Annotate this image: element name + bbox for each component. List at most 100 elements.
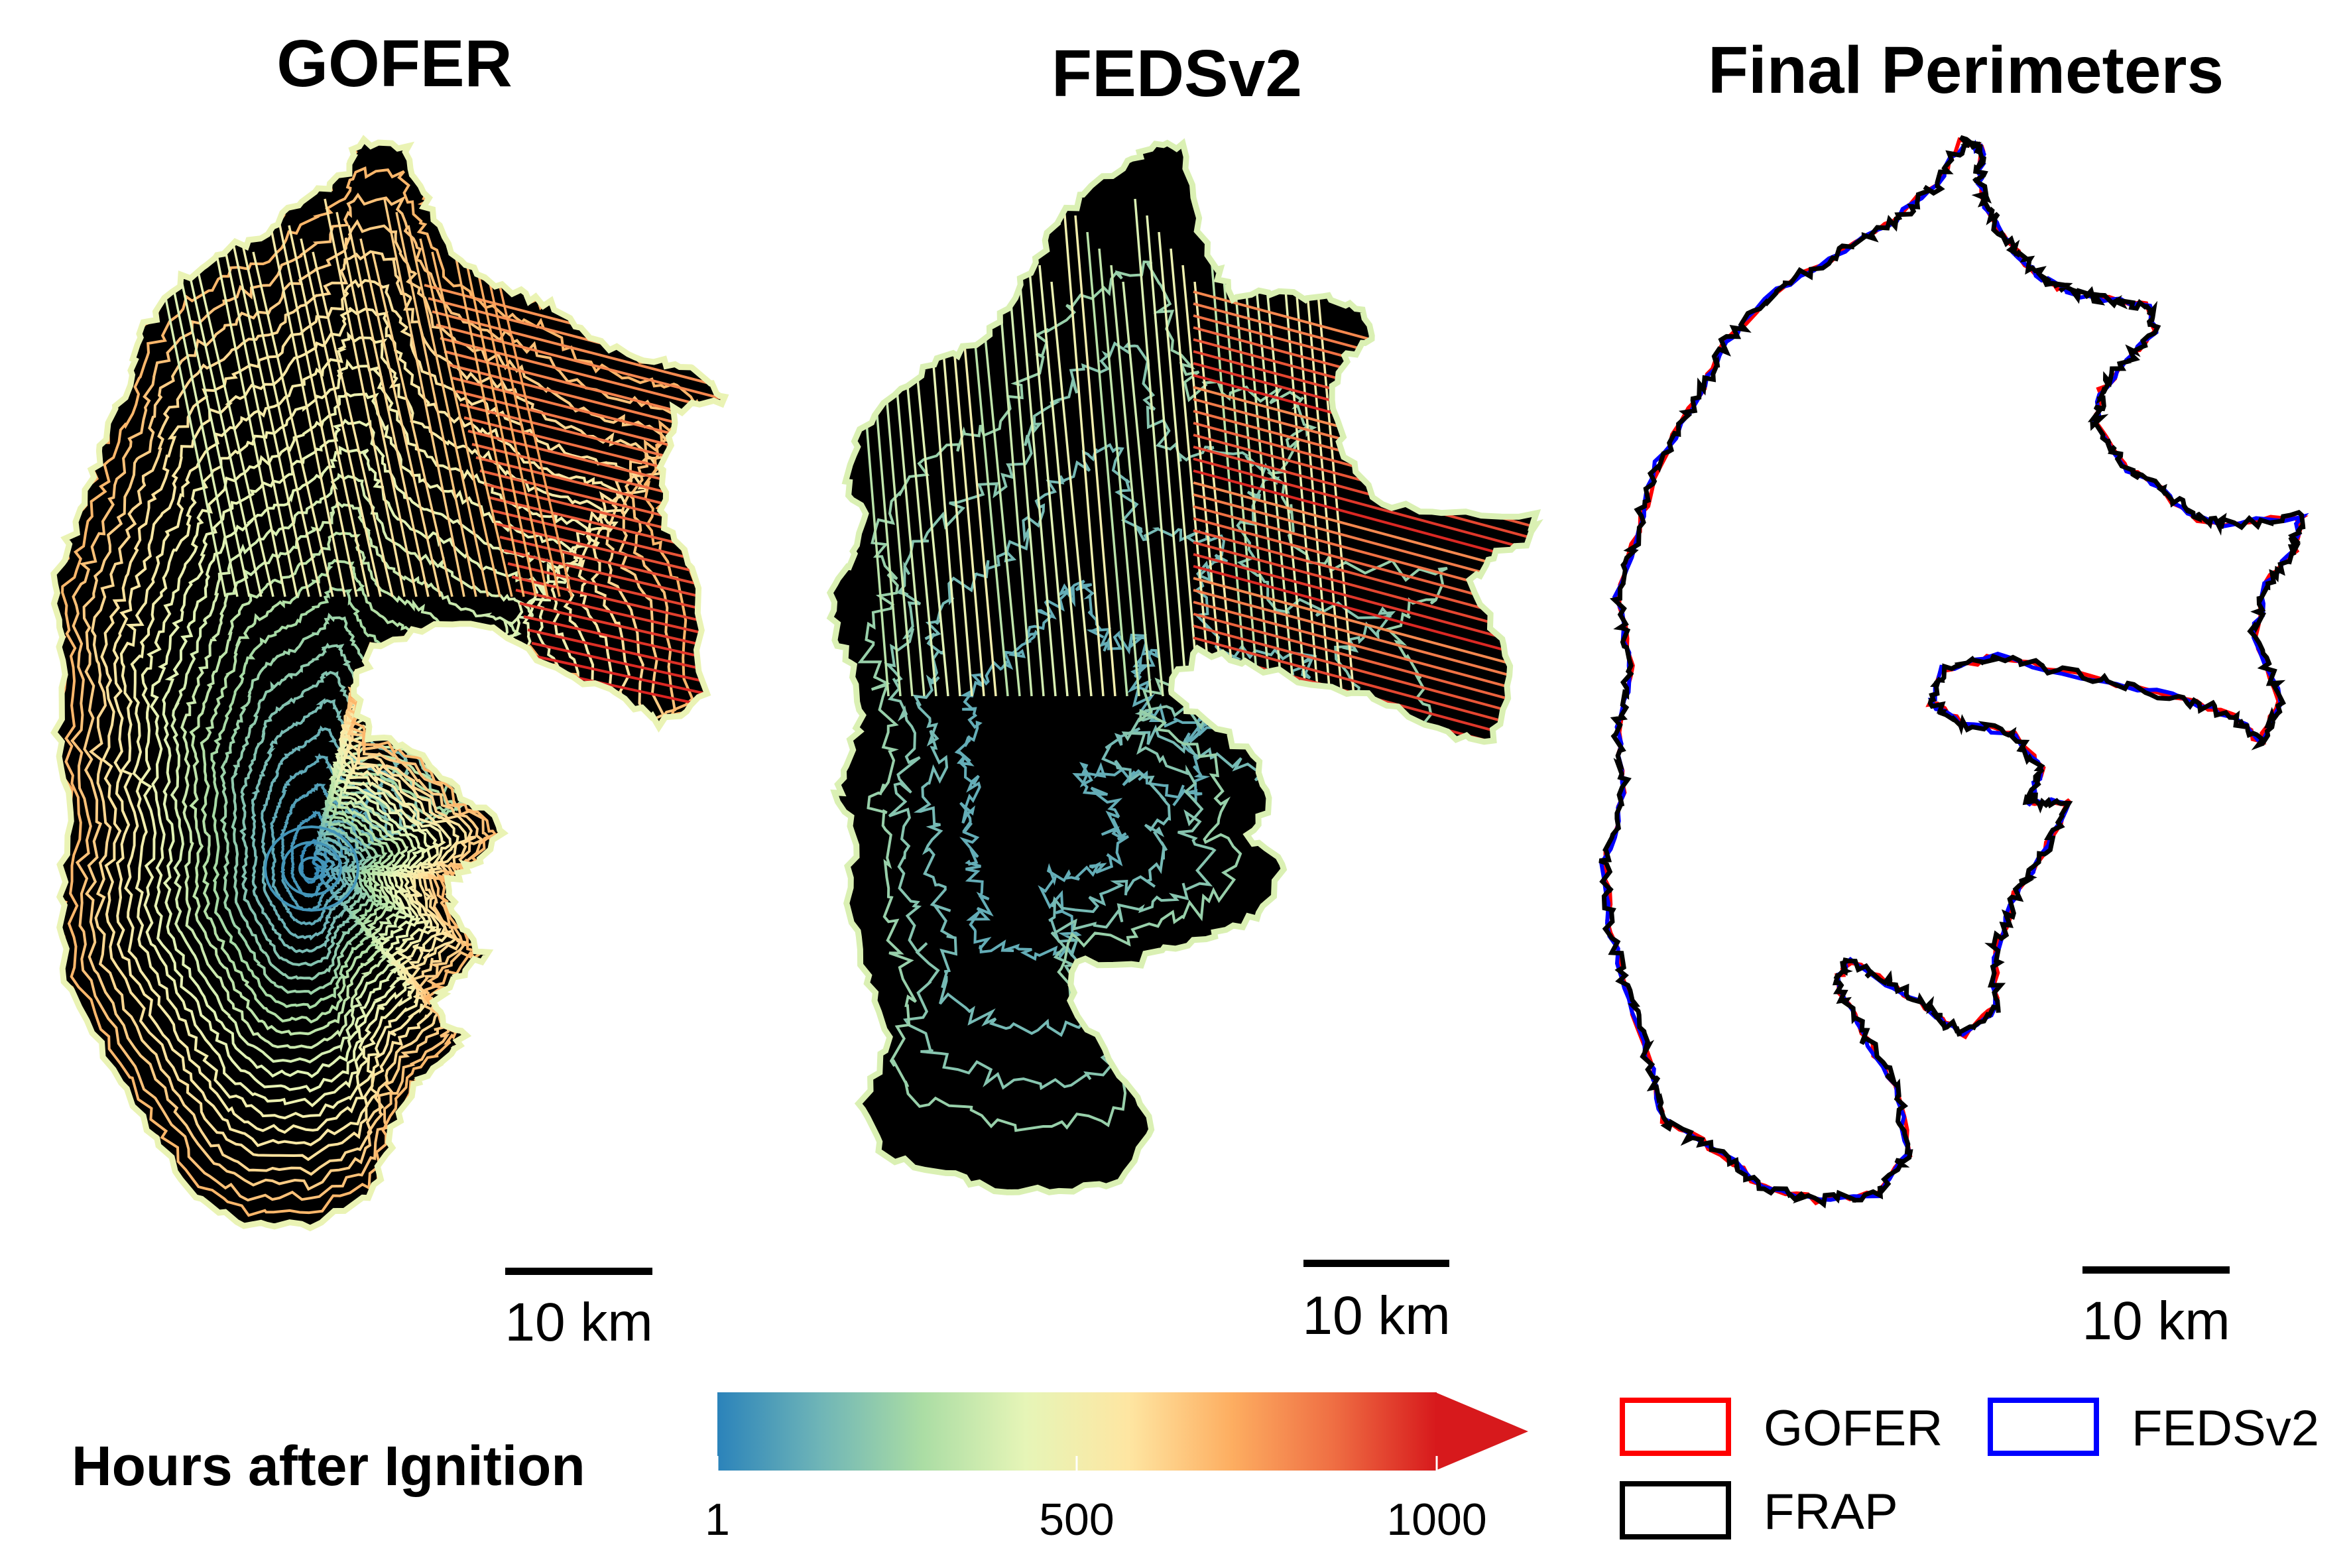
isochrone-line xyxy=(1217,215,1260,697)
legend-swatch-gofer xyxy=(1620,1398,1731,1456)
isochrone-line xyxy=(1193,446,1537,541)
isochrone-line xyxy=(1193,457,1537,553)
frap-final-perimeter xyxy=(1598,135,2306,1209)
isochrone-line xyxy=(180,238,263,597)
isochrone-line xyxy=(1170,248,1212,697)
isochrone-line xyxy=(491,251,573,597)
isochrone-line xyxy=(515,589,725,640)
legend-label-frap: FRAP xyxy=(1764,1484,1898,1540)
isochrone-line xyxy=(1241,248,1284,697)
isochrone-line xyxy=(288,225,370,597)
isochrone-line xyxy=(499,536,725,593)
isochrone-line xyxy=(383,198,465,597)
isochrone-line xyxy=(1193,613,1537,708)
isochrone-line xyxy=(300,238,382,597)
isochrone-line xyxy=(431,251,513,597)
legend-label-gofer: GOFER xyxy=(1764,1400,1943,1457)
isochrone-line xyxy=(216,211,298,597)
isochrone-line xyxy=(507,562,725,617)
isochrone-line xyxy=(1110,265,1152,697)
panel-title-gofer: GOFER xyxy=(276,27,512,101)
isochrone-line xyxy=(440,337,725,414)
isochrone-line xyxy=(1229,231,1272,697)
isochrone-line xyxy=(280,841,343,896)
isochrone-line xyxy=(1014,231,1057,697)
isochrone-line xyxy=(1193,553,1537,648)
colorbar-ticks: 1 500 1000 xyxy=(705,1456,1487,1545)
scale-bar-fedsv2: 10 km xyxy=(1302,1260,1451,1346)
isochrone-line xyxy=(1050,281,1093,697)
isochrone-line xyxy=(535,655,725,700)
isochrone-line xyxy=(1026,248,1069,697)
isochrone-line xyxy=(324,198,406,597)
isochrone-line xyxy=(479,238,561,597)
isochrone-line xyxy=(1086,231,1128,697)
isochrone-line xyxy=(359,238,442,597)
isochrone-line xyxy=(1301,231,1343,697)
isochrone-line xyxy=(347,225,430,597)
colorbar-tick-label: 500 xyxy=(1039,1494,1114,1545)
colorbar-tick-label: 1000 xyxy=(1386,1494,1486,1545)
legend-swatch-frap xyxy=(1620,1481,1731,1539)
gofer-final-perimeter xyxy=(1602,137,2309,1206)
gofer-fire-progression-map xyxy=(50,135,729,1232)
isochrone-line xyxy=(1193,469,1537,565)
isochrone-line xyxy=(1098,248,1140,697)
isochrone-line xyxy=(455,211,537,597)
isochrone-line xyxy=(503,549,725,605)
colorbar-extend-arrow xyxy=(1435,1392,1528,1471)
isochrone-line xyxy=(312,251,394,597)
isochrone-line xyxy=(1193,577,1537,672)
isochrone-line xyxy=(432,310,725,390)
scale-bar-label: 10 km xyxy=(505,1292,652,1353)
isochrone-line xyxy=(1193,589,1537,684)
gofer-perimeter-edge xyxy=(50,135,729,1232)
colorbar-title: Hours after Ignition xyxy=(72,1435,585,1497)
isochrone-line xyxy=(467,225,549,597)
isochrone-line xyxy=(443,198,525,597)
scale-bar-label: 10 km xyxy=(1302,1286,1450,1346)
isochrone-line xyxy=(912,443,1317,1038)
isochrone-line xyxy=(263,825,360,912)
colorbar-tick-label: 1 xyxy=(705,1494,730,1545)
isochrone-line xyxy=(419,238,501,597)
isochrone-line xyxy=(149,418,571,1093)
isochrone-line xyxy=(857,260,1448,1132)
isochrone-line xyxy=(1193,625,1537,720)
panel-title-fedsv2: FEDSv2 xyxy=(1052,36,1302,111)
isochrone-line xyxy=(371,251,453,597)
fedsv2-fire-progression-map xyxy=(826,138,1543,1195)
isochrone-line xyxy=(204,198,286,597)
isochrone-line xyxy=(531,642,725,688)
isochrone-line xyxy=(1038,265,1081,697)
isochrone-line xyxy=(264,198,346,597)
isochrone-line xyxy=(276,211,358,597)
panel-title-final-perimeters: Final Perimeters xyxy=(1708,33,2224,107)
isochrone-line xyxy=(1193,541,1537,636)
isochrone-line xyxy=(228,225,310,597)
isochrone-line xyxy=(1146,215,1188,697)
perimeter-legend: GOFER FEDSv2 FRAP xyxy=(1620,1398,2319,1540)
isochrone-line xyxy=(979,281,1021,697)
isochrone-line xyxy=(335,211,418,597)
isochrone-line xyxy=(1074,215,1116,697)
legend-label-fedsv2: FEDSv2 xyxy=(2132,1400,2319,1457)
isochrone-line xyxy=(407,225,489,597)
isochrone-line xyxy=(1134,198,1176,697)
isochrone-line xyxy=(395,211,477,597)
isochrone-line xyxy=(1122,281,1164,697)
isochrone-line xyxy=(1062,198,1105,697)
scale-bar-final: 10 km xyxy=(2082,1266,2230,1351)
scale-bar-line xyxy=(1303,1260,1449,1267)
scale-bar-gofer: 10 km xyxy=(505,1268,653,1353)
isochrone-line xyxy=(883,339,1396,1091)
isochrone-line xyxy=(1193,565,1537,660)
isochrone-line xyxy=(1193,481,1537,577)
scale-bar-line xyxy=(505,1268,652,1275)
isochrone-line xyxy=(1265,281,1307,697)
isochrone-line xyxy=(240,238,322,597)
final-perimeters-map xyxy=(1598,135,2309,1209)
scale-bar-label: 10 km xyxy=(2082,1291,2230,1351)
colorbar: Hours after Ignition 1 500 1000 xyxy=(72,1392,1528,1545)
